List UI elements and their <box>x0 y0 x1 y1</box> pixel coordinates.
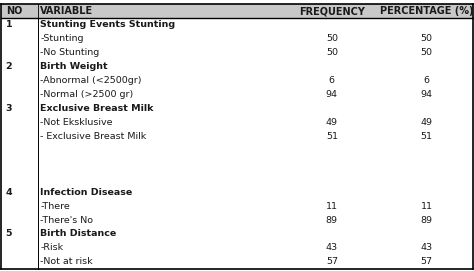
Text: -There: -There <box>40 202 70 211</box>
Text: 43: 43 <box>420 243 433 252</box>
Bar <box>1 199 473 213</box>
Text: 51: 51 <box>326 132 338 141</box>
Bar <box>1 102 473 115</box>
Text: Birth Distance: Birth Distance <box>40 230 117 238</box>
Text: -Normal (>2500 gr): -Normal (>2500 gr) <box>40 90 134 99</box>
Text: 43: 43 <box>326 243 338 252</box>
Text: NO: NO <box>6 6 22 16</box>
Text: 2: 2 <box>6 62 12 71</box>
Text: Exclusive Breast Milk: Exclusive Breast Milk <box>40 104 154 113</box>
Text: 50: 50 <box>326 48 338 57</box>
Bar <box>1 241 473 255</box>
Text: 94: 94 <box>326 90 338 99</box>
Bar <box>1 46 473 60</box>
Text: 49: 49 <box>420 118 433 127</box>
Bar <box>1 88 473 102</box>
Bar <box>1 18 473 32</box>
Bar <box>1 115 473 130</box>
Text: -Not at risk: -Not at risk <box>40 257 93 266</box>
Bar <box>1 74 473 88</box>
Bar <box>1 227 473 241</box>
Text: -Not Eksklusive: -Not Eksklusive <box>40 118 113 127</box>
Text: 50: 50 <box>420 34 433 43</box>
Text: 49: 49 <box>326 118 338 127</box>
Text: VARIABLE: VARIABLE <box>40 6 93 16</box>
Text: 11: 11 <box>326 202 338 211</box>
Text: -Abnormal (<2500gr): -Abnormal (<2500gr) <box>40 76 142 85</box>
Text: - Exclusive Breast Milk: - Exclusive Breast Milk <box>40 132 146 141</box>
Text: -No Stunting: -No Stunting <box>40 48 100 57</box>
Text: Stunting Events Stunting: Stunting Events Stunting <box>40 21 175 30</box>
Text: 57: 57 <box>420 257 433 266</box>
Text: -Stunting: -Stunting <box>40 34 84 43</box>
Bar <box>1 255 473 269</box>
Text: PERCENTAGE (%): PERCENTAGE (%) <box>380 6 474 16</box>
Text: 6: 6 <box>424 76 429 85</box>
Text: 50: 50 <box>420 48 433 57</box>
Text: 3: 3 <box>6 104 12 113</box>
Bar <box>1 157 473 171</box>
Text: 6: 6 <box>329 76 335 85</box>
Text: 51: 51 <box>420 132 433 141</box>
Text: 5: 5 <box>6 230 12 238</box>
Bar <box>1 171 473 185</box>
Text: 57: 57 <box>326 257 338 266</box>
Bar <box>1 143 473 157</box>
Text: 1: 1 <box>6 21 12 30</box>
Bar <box>1 32 473 46</box>
Text: -There's No: -There's No <box>40 215 93 225</box>
Text: 89: 89 <box>326 215 338 225</box>
Text: 11: 11 <box>420 202 433 211</box>
Text: Infection Disease: Infection Disease <box>40 188 133 197</box>
Text: 94: 94 <box>420 90 433 99</box>
Bar <box>1 213 473 227</box>
Text: 50: 50 <box>326 34 338 43</box>
Bar <box>1 130 473 143</box>
Bar <box>1 60 473 74</box>
Text: Birth Weight: Birth Weight <box>40 62 108 71</box>
Bar <box>1 185 473 199</box>
Bar <box>1 4 473 18</box>
Text: -Risk: -Risk <box>40 243 64 252</box>
Text: FREQUENCY: FREQUENCY <box>299 6 365 16</box>
Text: 89: 89 <box>420 215 433 225</box>
Text: 4: 4 <box>6 188 12 197</box>
